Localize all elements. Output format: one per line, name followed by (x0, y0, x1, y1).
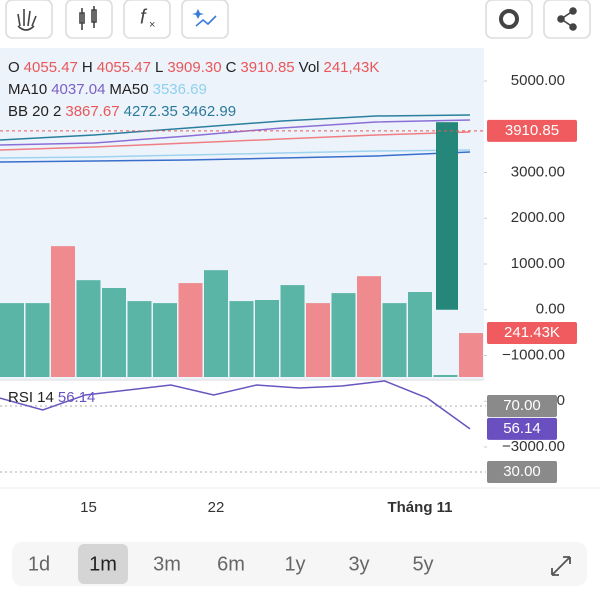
volume-bar (127, 301, 152, 377)
legend-text: MA50 (109, 81, 148, 98)
share-icon (569, 23, 577, 31)
legend-text: 3462.99 (182, 103, 236, 120)
fx-icon: f (140, 6, 148, 28)
rsi-line (0, 380, 471, 430)
indicator-icon (195, 15, 217, 27)
timeframe-button[interactable]: 1m (89, 553, 117, 575)
timeframe-selected (78, 544, 128, 584)
gear-icon (499, 9, 519, 29)
volume-bar (0, 303, 24, 377)
toolbar: f × (5, 0, 591, 39)
indicator-line (0, 149, 471, 159)
badge-label: 30.00 (503, 463, 541, 480)
candle-body (436, 122, 458, 310)
volume-bar (153, 303, 177, 377)
badge-label: 70.00 (503, 397, 541, 414)
badge-label: 56.14 (503, 420, 541, 437)
volume-bar (331, 293, 356, 377)
legend-text: Vol (299, 59, 320, 76)
volume-bar (255, 300, 279, 377)
sparkle-icon (192, 9, 204, 19)
candle-icon (79, 6, 97, 30)
legend: O 4055.47 H 4055.47 L 3909.30 C 3910.85 Vol 241,4… (8, 59, 379, 120)
hand-icon (17, 9, 37, 31)
share-icon (557, 15, 565, 23)
x-tick-label: 22 (208, 499, 225, 516)
legend-text: 3536.69 (153, 81, 207, 98)
candle-button[interactable] (65, 0, 113, 39)
share-icon (569, 7, 577, 15)
legend-text: O (8, 59, 20, 76)
price-badge (487, 119, 577, 142)
timeframe-button[interactable]: 5y (412, 553, 433, 575)
legend-text: BB 20 2 (8, 103, 61, 120)
legend-text: 3909.30 (167, 59, 221, 76)
volume-bar (357, 276, 381, 377)
indicator-line (0, 114, 471, 141)
legend-text: 4272.35 (124, 103, 178, 120)
y-tick-label: 2000.00 (511, 209, 565, 226)
legend-text: 3867.67 (65, 103, 119, 120)
badge-label: 241.43K (504, 324, 560, 341)
rsi-badge (487, 395, 557, 417)
volume-bar (229, 301, 254, 377)
indicator-button[interactable] (181, 0, 229, 39)
legend-text: 3910.85 (240, 59, 294, 76)
timeframe-button[interactable]: 6m (217, 553, 245, 575)
badge-label: 3910.85 (505, 122, 559, 139)
legend-text: MA10 (8, 81, 47, 98)
legend-text: 4055.47 (24, 59, 78, 76)
y-tick-label: 3000.00 (511, 163, 565, 180)
x-tick-label: 15 (80, 499, 97, 516)
timeframe-button[interactable]: 3y (348, 553, 369, 575)
share-button[interactable] (543, 0, 591, 39)
volume-bar (280, 285, 305, 377)
y-tick-label: −1000.00 (502, 346, 565, 363)
timeframe-bar (12, 542, 587, 586)
timeframe-button[interactable]: 3m (153, 553, 181, 575)
volume-bar (102, 288, 126, 377)
legend-text: H (82, 59, 93, 76)
expand-button[interactable] (551, 556, 571, 576)
indicator-line (0, 119, 471, 146)
timeframe-button[interactable]: 1y (284, 553, 305, 575)
y-tick-label: 0.00 (536, 301, 565, 318)
volume-bar (408, 292, 432, 377)
legend-text: L (155, 59, 163, 76)
y-tick-label: 5000.00 (511, 72, 565, 89)
volume-bar (25, 303, 50, 377)
volume-bar (382, 303, 407, 377)
fx-button[interactable] (123, 0, 171, 39)
volume-bar (459, 333, 483, 377)
indicator-line (0, 151, 471, 163)
fx-icon: × (149, 19, 155, 31)
volume-bar (178, 283, 203, 377)
volume-bar (51, 246, 75, 377)
volume-bar (306, 303, 330, 377)
legend-text: 241,43K (324, 59, 380, 76)
rsi-badge (487, 417, 557, 440)
y-tick-label: −3000.00 (502, 438, 565, 455)
x-tick-label: Tháng 11 (387, 499, 452, 516)
settings-button[interactable] (485, 0, 533, 39)
y-tick-label: 1000.00 (511, 255, 565, 272)
volume-bar (76, 280, 101, 377)
legend-text: 4037.04 (51, 81, 105, 98)
volume-bar (433, 374, 458, 377)
price-badge (487, 322, 577, 345)
rsi-label: RSI 14 (8, 389, 54, 406)
rsi-value: 56.14 (58, 389, 96, 406)
legend-text: 4055.47 (97, 59, 151, 76)
indicator-line (0, 131, 471, 151)
legend-text: C (226, 59, 237, 76)
timeframe-button[interactable]: 1d (28, 553, 50, 575)
volume-bar (204, 270, 228, 377)
rsi-badge (487, 461, 557, 483)
